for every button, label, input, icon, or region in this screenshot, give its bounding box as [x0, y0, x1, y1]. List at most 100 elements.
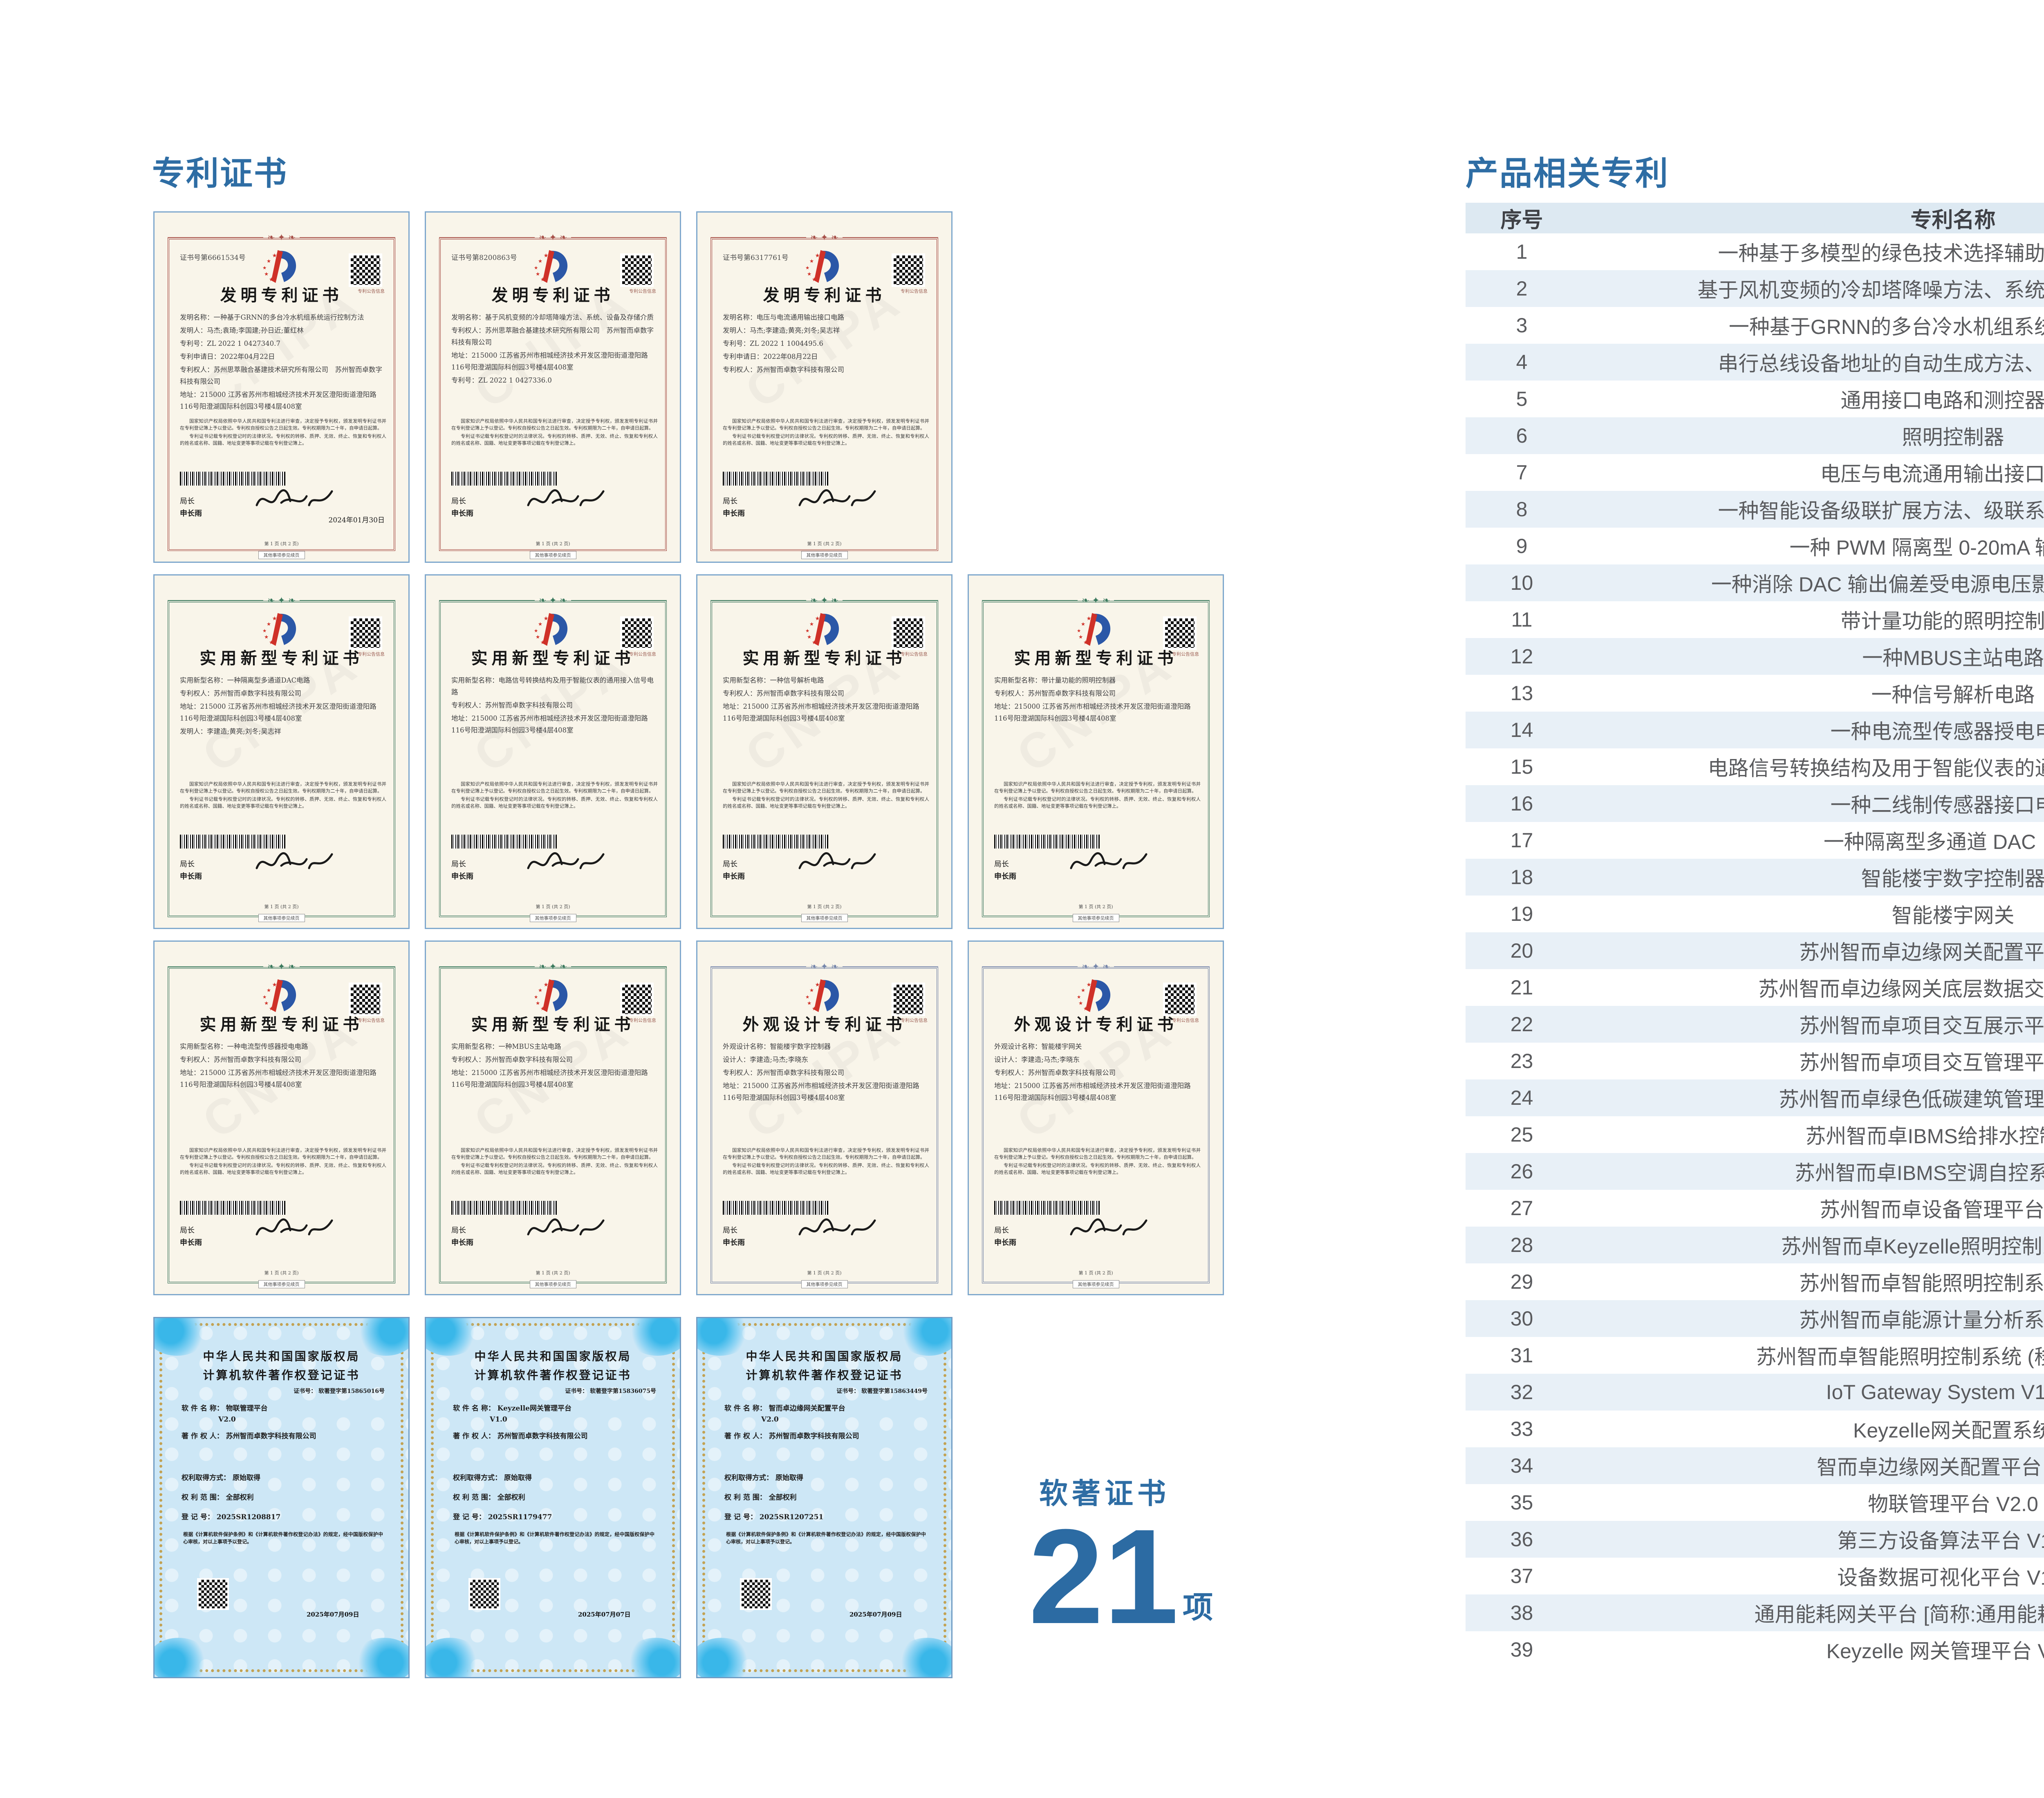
certificate-field-line: 实用新型名称：一种隔离型多通道DAC电路 — [180, 676, 310, 684]
svg-text:★: ★ — [269, 276, 273, 283]
patent-row-name: 物联管理平台 V2.0 — [1868, 1493, 2038, 1516]
certificate-note: 其他事项参见续页 — [258, 1280, 305, 1288]
patent-certificate-thumbnail: CNIPA ❧ ✦ ❧ ★ ★ ★ ★ ★ 专利公告信息 实用新型专利证书 实用… — [425, 574, 681, 929]
patent-row-number: 8 — [1516, 498, 1528, 521]
certificate-field-line: 地址：215000 江苏省苏州市相城经济技术开发区澄阳街道澄阳路116号阳澄湖国… — [180, 1069, 377, 1088]
certificate-top-ornament: ❧ ✦ ❧ — [439, 231, 667, 244]
barcode — [451, 835, 557, 849]
qr-code — [892, 253, 925, 287]
patent-row-name: 串行总线设备地址的自动生成方法、装置和存储介质 — [1718, 352, 2044, 375]
legal-paragraph-1: 国家知识产权局依照中华人民共和国专利法进行审查，决定授予专利权，颁发发明专利证书… — [994, 1147, 1201, 1160]
legal-paragraph-2: 专利证书记载专利权登记时的法律状况。专利权的转移、质押、无效、终止、恢复和专利权… — [723, 433, 929, 446]
qr-caption: 专利公告信息 — [1172, 1018, 1199, 1023]
qr-code — [1163, 983, 1197, 1016]
certificate-field-line: 实用新型名称：一种MBUS主站电路 — [451, 1043, 561, 1050]
certificate-fields: 实用新型名称：电路信号转换结构及用于智能仪表的通用接入信号电路 专利权人：苏州智而… — [451, 674, 658, 777]
certificate-page-footer: 第 1 页 (共 2 页) — [264, 904, 299, 909]
certificate-field-line: 外观设计名称：智能楼宇网关 — [994, 1043, 1082, 1050]
patent-row-number: 10 — [1510, 571, 1533, 594]
certificate-field-line: 实用新型名称：带计量功能的照明控制器 — [994, 676, 1116, 684]
copyright-holder: 著 作 权 人： 苏州智而卓数字科技有限公司 — [724, 1432, 859, 1440]
certificate-field-line: 地址：215000 江苏省苏州市相城经济技术开发区澄阳街道澄阳路116号阳澄湖国… — [180, 703, 377, 722]
svg-text:★: ★ — [272, 616, 277, 622]
svg-text:★: ★ — [266, 621, 271, 627]
patent-row-name: 一种MBUS主站电路 — [1862, 647, 2044, 669]
svg-text:★: ★ — [1080, 621, 1085, 627]
certificate-field-line: 地址：215000 江苏省苏州市相城经济技术开发区澄阳街道澄阳路116号阳澄湖国… — [451, 352, 648, 371]
patent-row-number: 1 — [1516, 240, 1528, 263]
issuer-name: 申长雨 — [723, 872, 745, 881]
barcode — [994, 1201, 1100, 1215]
certificate-field-line: 专利权人：苏州智而卓数字科技有限公司 — [994, 690, 1116, 697]
certificate-page-footer: 第 1 页 (共 2 页) — [807, 1270, 842, 1276]
certificate-date: 2025年07月09日 — [849, 1611, 902, 1618]
signature-icon — [1066, 849, 1152, 879]
certificate-note: 其他事项参见续页 — [801, 551, 848, 559]
cnipa-logo-icon: ★ ★ ★ ★ ★ — [258, 611, 306, 647]
certificate-legal-text: 国家知识产权局依照中华人民共和国专利法进行审查，决定授予专利权，颁发发明专利证书… — [451, 1147, 658, 1177]
cnipa-logo-icon: ★ ★ ★ ★ ★ — [800, 978, 849, 1014]
software-copyright-certificate-thumbnail: 中华人民共和国国家版权局 计算机软件著作权登记证书 证书号： 软著登字第1586… — [696, 1317, 953, 1678]
certificate-field-line: 专利号：ZL 2022 1 0427336.0 — [451, 376, 552, 384]
patent-row-number: 17 — [1510, 829, 1533, 852]
svg-text:★: ★ — [535, 1000, 540, 1006]
patent-row-number: 22 — [1510, 1013, 1533, 1036]
copyright-holder: 著 作 权 人： 苏州智而卓数字科技有限公司 — [453, 1432, 588, 1440]
patent-row-number: 30 — [1510, 1307, 1533, 1330]
certificate-field-line: 设计人：李建造;马杰;李晓东 — [723, 1056, 809, 1064]
patent-row-number: 6 — [1516, 424, 1528, 447]
qr-code — [892, 983, 925, 1016]
legal-paragraph-1: 国家知识产权局依照中华人民共和国专利法进行审查，决定授予专利权，颁发发明专利证书… — [723, 781, 929, 794]
svg-text:★: ★ — [543, 253, 548, 259]
svg-text:★: ★ — [1086, 616, 1091, 622]
patent-table-row: 16 一种二线制传感器接口电路 实用新型 — [1466, 785, 2044, 822]
patent-row-name: 设备数据可视化平台 V1.0 — [1837, 1566, 2044, 1589]
certificate-authority-title: 中华人民共和国国家版权局 — [203, 1350, 360, 1363]
patent-row-name: 苏州智而卓IBMS给排水控制系统 — [1805, 1125, 2044, 1148]
patent-certificate-thumbnail: CNIPA ❧ ✦ ❧ ★ ★ ★ ★ ★ 专利公告信息 实用新型专利证书 实用… — [425, 940, 681, 1295]
acquisition-mode: 权利取得方式： 原始取得 — [182, 1474, 260, 1482]
issuer-label: 局长 — [180, 860, 195, 869]
issuer-label: 局长 — [451, 1226, 466, 1235]
certificate-legal-text: 国家知识产权局依照中华人民共和国专利法进行审查，决定授予专利权，颁发发明专利证书… — [723, 418, 929, 448]
legal-paragraph-2: 专利证书记载专利权登记时的法律状况。专利权的转移、质押、无效、终止、恢复和专利权… — [994, 796, 1201, 809]
patent-row-name: 一种二线制传感器接口电路 — [1830, 794, 2044, 817]
legal-paragraph-2: 专利证书记载专利权登记时的法律状况。专利权的转移、质押、无效、终止、恢复和专利权… — [451, 796, 658, 809]
certificate-legal-text: 国家知识产权局依照中华人民共和国专利法进行审查，决定授予专利权，颁发发明专利证书… — [451, 418, 658, 448]
patent-row-name: 一种智能设备级联扩展方法、级联系统和可存储介质 — [1718, 499, 2044, 522]
qr-code — [620, 253, 654, 287]
patent-table-row: 13 一种信号解析电路 实用新型 — [1466, 675, 2044, 712]
rights-scope: 权 利 范 围： 全部权利 — [182, 1493, 254, 1502]
cnipa-logo-icon: ★ ★ ★ ★ ★ — [1072, 611, 1120, 647]
patent-table-row: 7 电压与电流通用输出接口电路 发明 — [1466, 454, 2044, 491]
patent-row-name: IoT Gateway System V1.4.0 — [1826, 1381, 2044, 1404]
patent-table-row: 22 苏州智而卓项目交互展示平台V1.0 软著 — [1466, 1006, 2044, 1043]
software-copyright-certificate-thumbnail: 中华人民共和国国家版权局 计算机软件著作权登记证书 证书号： 软著登字第1586… — [153, 1317, 410, 1678]
legal-paragraph-1: 国家知识产权局依照中华人民共和国专利法进行审查，决定授予专利权，颁发发明专利证书… — [180, 1147, 386, 1160]
patent-row-name: 带计量功能的照明控制器 — [1840, 610, 2044, 633]
legal-paragraph-1: 国家知识产权局依照中华人民共和国专利法进行审查，决定授予专利权，颁发发明专利证书… — [451, 1147, 658, 1160]
patent-row-name: 苏州智而卓绿色低碳建筑管理平台V1.0 — [1779, 1088, 2044, 1111]
certificate-fields: 外观设计名称：智能楼宇数字控制器 设计人：李建造;马杰;李晓东 专利权人：苏州智而卓… — [723, 1041, 929, 1144]
cnipa-logo-icon: ★ ★ ★ ★ ★ — [529, 978, 577, 1014]
copyright-holder: 著 作 权 人： 苏州智而卓数字科技有限公司 — [182, 1432, 316, 1440]
patent-row-number: 33 — [1510, 1417, 1533, 1440]
patent-row-name: 智能楼宇网关 — [1892, 904, 2015, 927]
barcode — [994, 835, 1100, 849]
svg-text:★: ★ — [534, 265, 538, 271]
barcode — [180, 835, 285, 849]
qr-caption: 专利公告信息 — [629, 289, 656, 294]
patent-row-number: 11 — [1511, 608, 1533, 631]
svg-text:★: ★ — [809, 621, 814, 627]
issuer-name: 申长雨 — [180, 1238, 202, 1247]
barcode — [723, 1201, 828, 1215]
patent-table-row: 18 智能楼宇数字控制器 外观 — [1466, 859, 2044, 896]
certificate-field-line: 地址：215000 江苏省苏州市相城经济技术开发区澄阳街道澄阳路116号阳澄湖国… — [994, 703, 1191, 722]
patent-row-number: 32 — [1510, 1381, 1533, 1404]
patent-table-row: 15 电路信号转换结构及用于智能仪表的通用接入信号电路 实用新型 — [1466, 748, 2044, 785]
registration-number: 登 记 号： 2025SR1207251 — [724, 1513, 824, 1521]
certificate-page-footer: 第 1 页 (共 2 页) — [536, 904, 570, 909]
svg-text:★: ★ — [815, 982, 820, 988]
patent-certificate-thumbnail: CNIPA ❧ ✦ ❧ 证书号第8200863号 ★ ★ ★ ★ ★ 专利公告信… — [425, 211, 681, 563]
certificate-fields: 发明名称：基于风机变频的冷却塔降噪方法、系统、设备及存储介质 专利权人：苏州思萃融… — [451, 311, 658, 414]
